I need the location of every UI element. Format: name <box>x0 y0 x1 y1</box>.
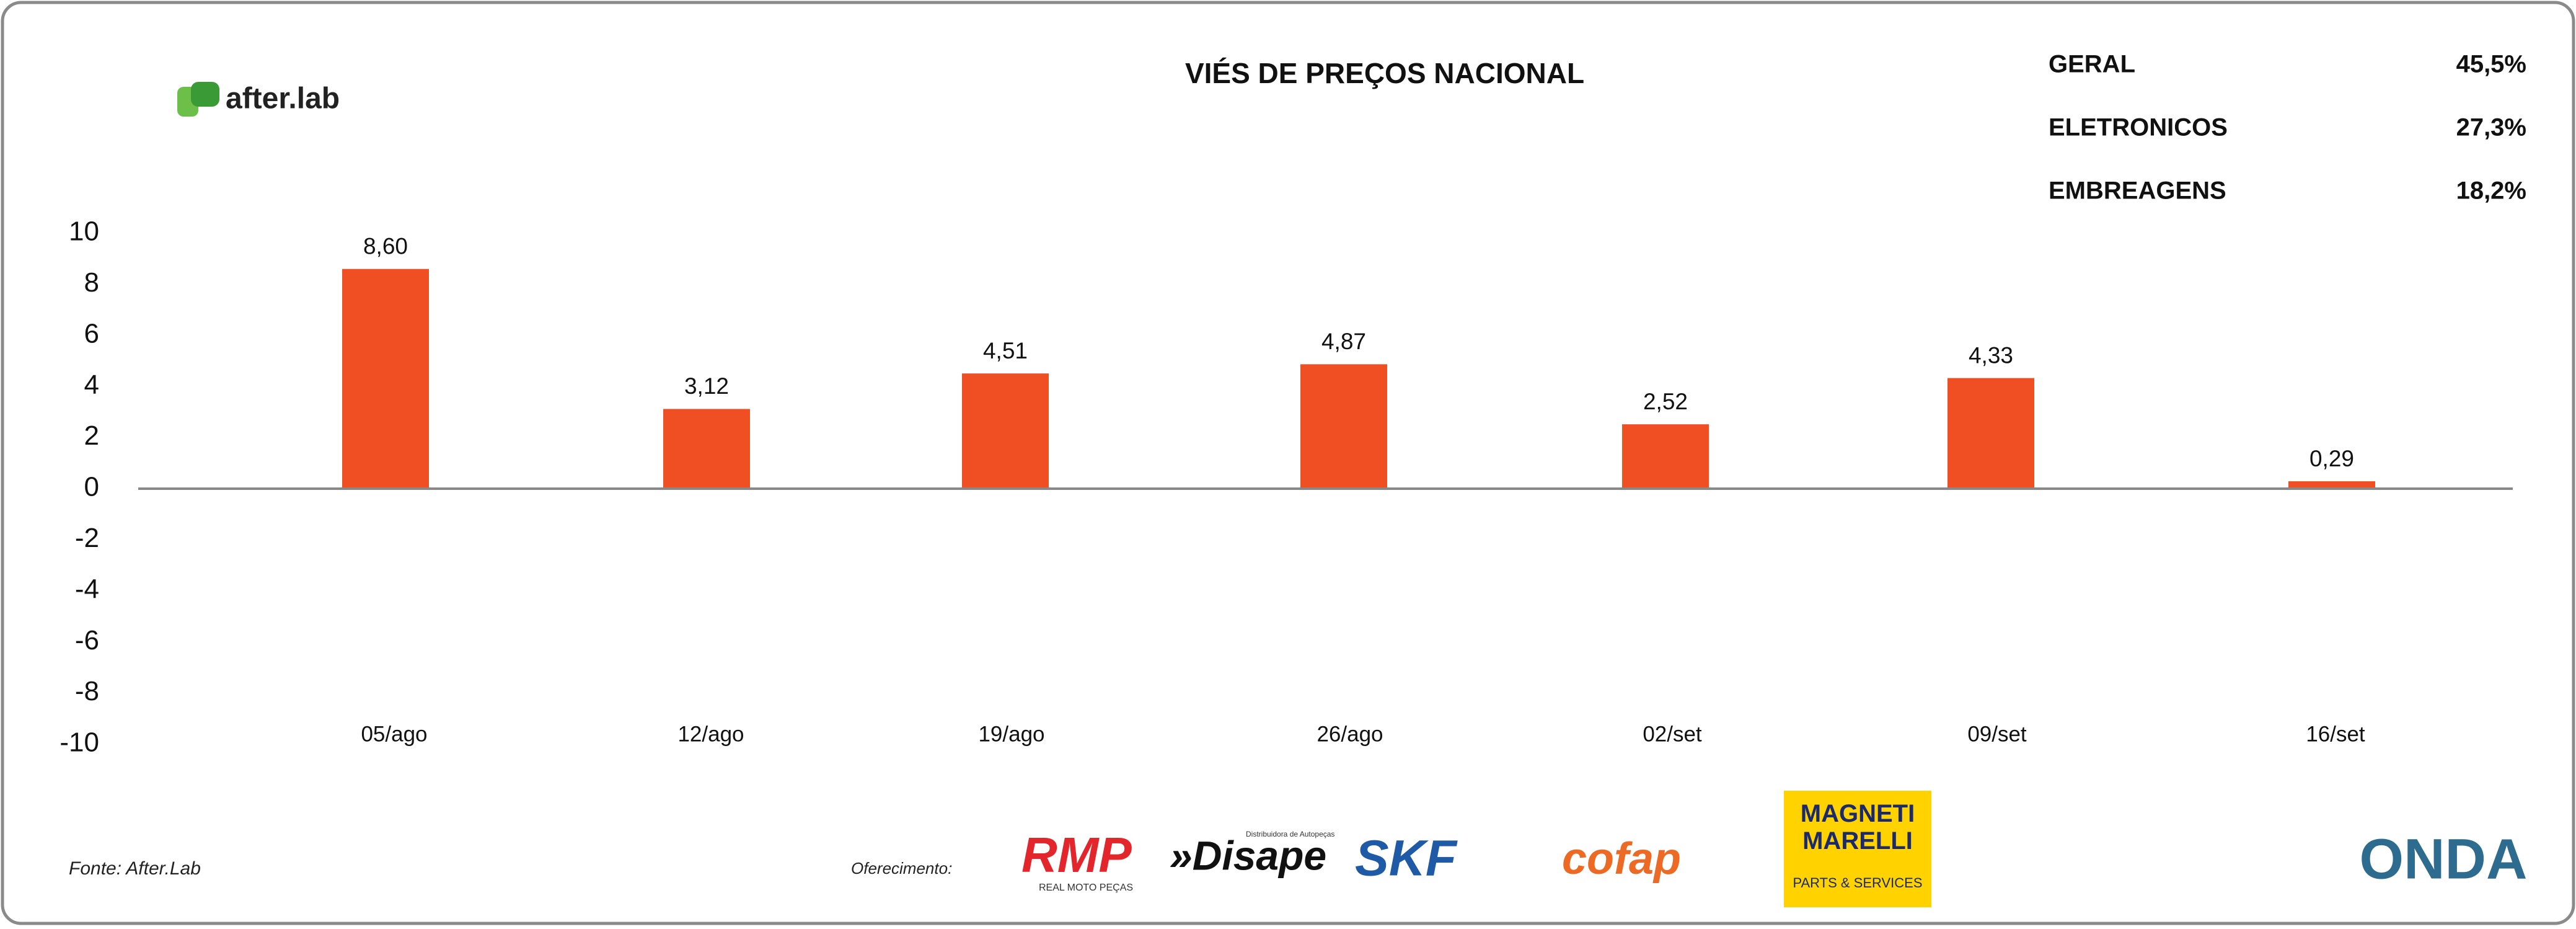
y-tick-label: -6 <box>75 625 99 656</box>
bar <box>342 269 429 489</box>
sponsor-logo: SKF <box>1355 830 1458 887</box>
x-tick-label: 12/ago <box>677 722 744 746</box>
x-tick-label: 26/ago <box>1317 722 1383 746</box>
stat-label: EMBREAGENS <box>2049 177 2226 205</box>
y-tick-label: 2 <box>84 420 99 451</box>
value-label: 4,87 <box>1321 329 1366 354</box>
sponsor-logo: MAGNETI MARELLI <box>1800 800 1915 855</box>
value-label: 4,33 <box>1969 342 2013 368</box>
sponsor-wrap: MAGNETI MARELLI <box>1800 800 1915 855</box>
bar <box>1947 378 2034 489</box>
y-tick-label: 10 <box>69 216 99 247</box>
stat-label: GERAL <box>2049 51 2135 78</box>
sponsor-sub: REAL MOTO PEÇAS <box>1039 882 1133 893</box>
brand-name: after.lab <box>226 82 340 115</box>
y-tick-label: 0 <box>84 472 99 502</box>
y-tick-label: 8 <box>84 267 99 298</box>
stats: GERAL 45,5% ELETRONICOS 27,3% EMBREAGENS 18,2… <box>2049 51 2526 205</box>
bar <box>962 373 1049 489</box>
sponsor-logo: cofap <box>1562 834 1681 884</box>
x-tick-label: 05/ago <box>361 722 427 746</box>
sponsor-logo: »Disape <box>1170 832 1326 878</box>
y-tick-label: -8 <box>75 676 99 706</box>
x-tick-label: 09/set <box>1967 722 2027 746</box>
value-label: 8,60 <box>363 233 408 259</box>
bar <box>1622 424 1709 489</box>
y-tick-label: 4 <box>84 370 99 400</box>
sponsor-sub: PARTS & SERVICES <box>1793 875 1922 891</box>
x-tick-label: 19/ago <box>978 722 1044 746</box>
bar <box>2288 481 2375 489</box>
value-label: 3,12 <box>684 373 729 399</box>
value-label: 0,29 <box>2309 446 2354 471</box>
value-label: 4,51 <box>983 338 1028 363</box>
stat-label: ELETRONICOS <box>2049 114 2228 141</box>
x-tick-label: 16/set <box>2306 722 2365 746</box>
source: Fonte: After.Lab <box>69 858 201 879</box>
sponsor-sub: Distribuidora de Autopeças <box>1246 830 1334 838</box>
chart-title: VIÉS DE PREÇOS NACIONAL <box>1185 57 1584 89</box>
y-tick-label: -10 <box>60 727 99 758</box>
stat-value: 18,2% <box>2456 177 2526 205</box>
sponsor-box <box>1784 791 1931 907</box>
sponsor-logo: RMP <box>1021 827 1132 882</box>
value-label: 2,52 <box>1643 389 1688 414</box>
sponsor-intro: Oferecimento: <box>851 859 952 878</box>
logo-icon <box>191 82 219 107</box>
onda-logo: ONDA <box>2360 827 2528 891</box>
bar <box>663 409 750 489</box>
brand-logo: after.lab <box>177 82 340 117</box>
y-tick-label: 6 <box>84 318 99 349</box>
y-tick-label: -2 <box>75 523 99 553</box>
stat-value: 45,5% <box>2456 51 2526 78</box>
bar <box>1300 364 1387 489</box>
y-tick-label: -4 <box>75 574 99 604</box>
x-tick-label: 02/set <box>1643 722 1702 746</box>
stat-value: 27,3% <box>2456 114 2526 141</box>
